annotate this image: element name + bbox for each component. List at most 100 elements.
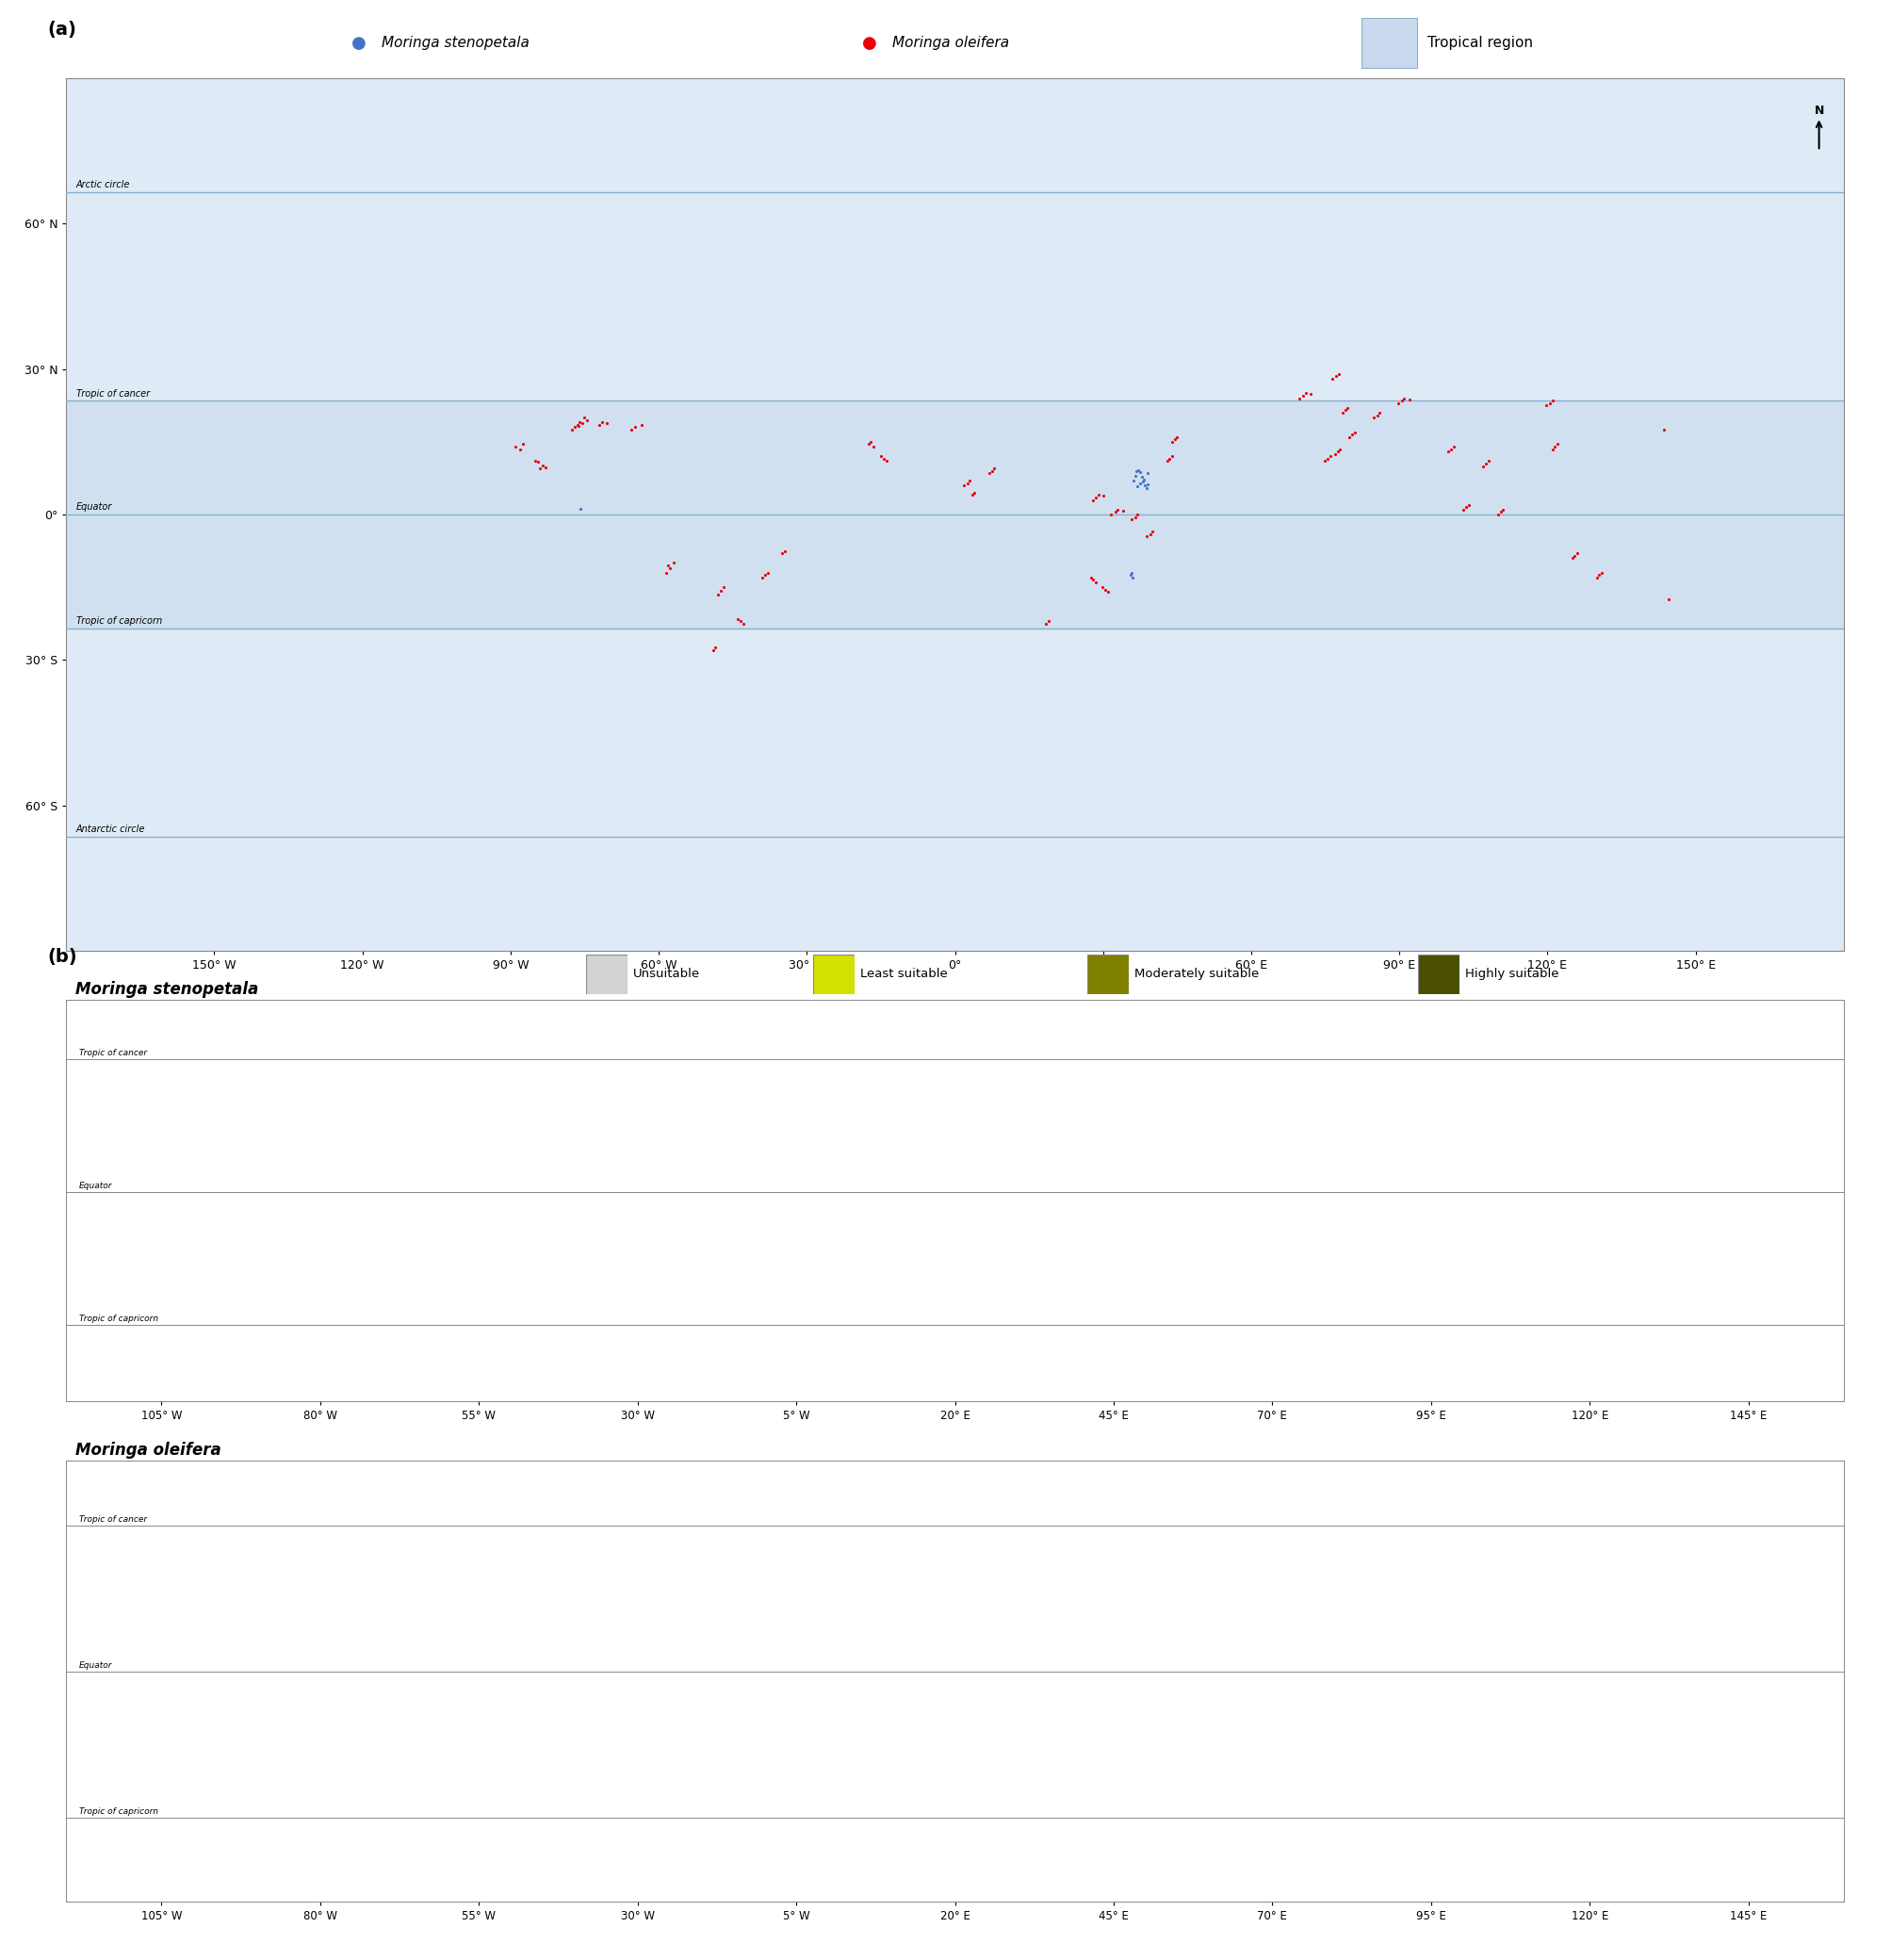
Point [1532,390,1562,421]
Point [651,557,681,588]
Point [558,414,588,445]
Text: Moringa oleifera: Moringa oleifera [893,35,1010,51]
Text: Tropic of cancer: Tropic of cancer [79,1049,147,1056]
Point [1102,494,1133,525]
Text: Tropic of cancer: Tropic of cancer [79,1515,147,1523]
Point [1078,564,1108,596]
Point [1078,484,1108,515]
Point [529,451,560,482]
Point [1324,359,1354,390]
Point [1119,502,1150,533]
Point [1127,461,1157,492]
Point [1433,435,1464,466]
Text: (b): (b) [47,947,78,966]
Point [955,465,985,496]
Point [1362,400,1392,431]
Point [1439,431,1469,463]
Text: ●: ● [352,35,367,51]
Text: Equator: Equator [76,502,112,512]
Point [1471,449,1501,480]
Point [859,431,889,463]
Text: Moringa stenopetala: Moringa stenopetala [76,980,259,998]
Text: Unsuitable: Unsuitable [633,968,700,980]
Point [1653,584,1683,615]
Point [1560,541,1590,572]
Point [567,408,598,439]
Point [700,631,730,662]
Text: Equator: Equator [79,1660,112,1670]
Point [1116,504,1146,535]
Point [584,410,615,441]
Point [1535,388,1566,419]
Point [1133,468,1163,500]
Text: ●: ● [862,35,877,51]
Point [505,433,535,465]
Text: Equator: Equator [79,1182,112,1190]
Point [565,408,596,439]
Point [957,480,987,512]
Point [1127,466,1157,498]
Point [959,476,989,508]
Point [1543,429,1573,461]
Point [1322,435,1352,466]
Point [1309,445,1339,476]
Point [1084,480,1114,512]
Point [1486,496,1517,527]
Point [562,410,592,441]
Point [1318,363,1348,394]
Point [1123,498,1154,529]
Point [1295,378,1326,410]
Point [953,466,983,498]
Text: Least suitable: Least suitable [860,968,947,980]
Point [1333,392,1363,423]
Point [1333,421,1363,453]
Point [1080,482,1110,514]
Point [1581,563,1611,594]
Text: Arctic circle: Arctic circle [76,180,130,190]
Point [1157,441,1188,472]
Point [749,559,779,590]
Text: Moderately suitable: Moderately suitable [1135,968,1259,980]
Point [1587,557,1617,588]
Point [1119,461,1150,492]
Point [1327,398,1358,429]
Point [564,412,594,443]
Point [1129,465,1159,496]
Point [1116,559,1146,590]
Point [1131,472,1161,504]
Point [1585,559,1615,590]
Point [1155,443,1186,474]
Text: Tropic of capricorn: Tropic of capricorn [79,1315,159,1323]
Point [1454,490,1484,521]
Point [1483,498,1513,529]
Point [1649,414,1679,445]
Point [654,553,685,584]
Text: Tropic of capricorn: Tropic of capricorn [76,617,163,625]
Point [1488,494,1518,525]
Point [1339,416,1369,447]
Point [1284,382,1314,414]
Point [872,445,902,476]
Point [1152,445,1182,476]
Point [509,429,539,461]
Point [1450,492,1481,523]
Point [592,408,622,439]
Point [1157,425,1188,457]
Point [1394,384,1424,416]
Point [1101,496,1131,527]
Point [1386,384,1416,416]
Point [980,453,1010,484]
Point [974,457,1004,488]
Point [522,447,552,478]
Text: Tropical region: Tropical region [1428,35,1534,51]
Point [1326,433,1356,465]
Point [1320,439,1350,470]
Point [978,455,1008,486]
Point [526,453,556,484]
Point [1080,566,1110,598]
Point [1537,433,1568,465]
Point [866,441,896,472]
Point [1123,470,1154,502]
Point [1358,402,1388,433]
Point [1108,496,1138,527]
